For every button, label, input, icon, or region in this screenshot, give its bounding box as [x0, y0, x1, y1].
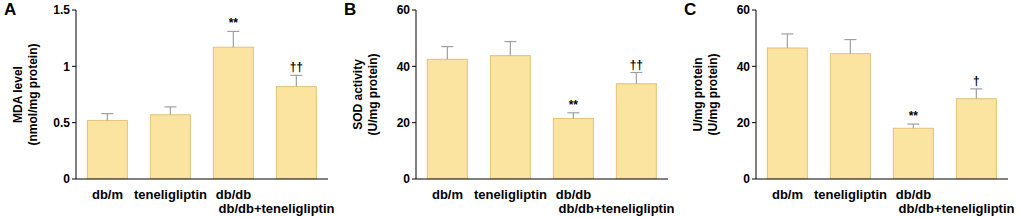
svg-text:60: 60 — [737, 3, 751, 17]
svg-text:**: ** — [569, 98, 579, 112]
svg-text:0: 0 — [63, 172, 70, 186]
svg-text:db/db: db/db — [216, 187, 251, 202]
svg-text:40: 40 — [397, 60, 411, 74]
svg-text:40: 40 — [737, 60, 751, 74]
svg-text:MDA level(nmol/mg protein): MDA level(nmol/mg protein) — [11, 44, 40, 146]
svg-text:db/db: db/db — [896, 187, 931, 202]
svg-text:0: 0 — [743, 172, 750, 186]
html-text:B: B — [344, 0, 357, 19]
svg-text:db/db+teneligliptin: db/db+teneligliptin — [219, 201, 335, 216]
svg-text:20: 20 — [397, 116, 411, 130]
svg-text:20: 20 — [737, 116, 751, 130]
svg-text:teneligliptin: teneligliptin — [814, 187, 887, 202]
svg-text:60: 60 — [397, 3, 411, 17]
html-text:A: A — [4, 0, 17, 19]
svg-text:0: 0 — [403, 172, 410, 186]
svg-text:db/m: db/m — [772, 187, 803, 202]
svg-text:teneligliptin: teneligliptin — [474, 187, 547, 202]
svg-text:db/db+teneligliptin: db/db+teneligliptin — [899, 201, 1015, 216]
svg-text:†: † — [973, 74, 980, 88]
svg-text:1: 1 — [63, 60, 70, 74]
svg-text:db/m: db/m — [92, 187, 123, 202]
svg-text:db/db: db/db — [556, 187, 591, 202]
html-text:C: C — [684, 0, 697, 19]
svg-text:††: †† — [290, 60, 303, 74]
svg-text:SOD activity(U/mg protein): SOD activity(U/mg protein) — [351, 54, 380, 136]
svg-text:††: †† — [630, 58, 643, 72]
svg-text:teneligliptin: teneligliptin — [134, 187, 207, 202]
svg-text:**: ** — [909, 109, 919, 123]
svg-text:db/db+teneligliptin: db/db+teneligliptin — [559, 201, 675, 216]
svg-text:U/mg protein(U/mg protein): U/mg protein(U/mg protein) — [691, 54, 720, 136]
svg-text:db/m: db/m — [432, 187, 463, 202]
svg-text:**: ** — [229, 16, 239, 30]
svg-text:1.5: 1.5 — [53, 3, 70, 17]
svg-text:0.5: 0.5 — [53, 116, 70, 130]
